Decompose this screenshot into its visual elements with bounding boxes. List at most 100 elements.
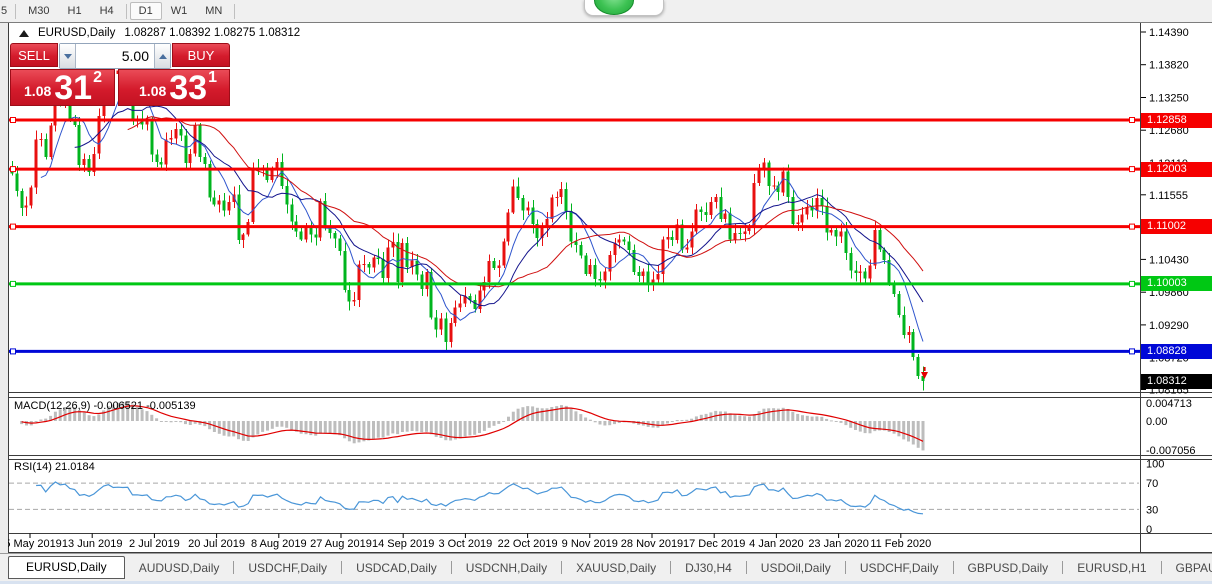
toolbar-divider xyxy=(125,3,127,19)
buy-price-prefix: 1.08 xyxy=(139,83,167,99)
price-line-label-1.12003[interactable]: 1.12003 xyxy=(1141,161,1212,177)
price-tick-label: 1.09290 xyxy=(1149,320,1189,332)
buy-price-big: 33 xyxy=(169,69,208,107)
buy-price-sup: 1 xyxy=(208,69,217,86)
date-tick-label: 2 Jul 2019 xyxy=(129,538,180,550)
rsi-label: RSI(14) 21.0184 xyxy=(14,461,95,473)
macd-name: MACD(12,26,9) xyxy=(14,400,91,412)
chart-tabs: EURUSD,Daily AUDUSD,Daily USDCHF,Daily USDC… xyxy=(0,554,1212,581)
macd-values: -0.006521 -0.005139 xyxy=(93,400,196,412)
timeframe-button-5[interactable]: 5 xyxy=(1,5,8,17)
hline-handle[interactable] xyxy=(10,280,16,287)
sell-price-sup: 2 xyxy=(93,69,102,86)
tab-separator xyxy=(670,561,672,574)
volume-decrease-button[interactable] xyxy=(60,44,76,68)
timeframe-button-W1[interactable]: W1 xyxy=(170,5,188,17)
ma-line-14 xyxy=(74,105,924,307)
ma-line-25 xyxy=(127,116,924,288)
date-tick-label: 25 May 2019 xyxy=(0,538,62,550)
date-tick-label: 14 Sep 2019 xyxy=(372,538,434,550)
tab-separator xyxy=(952,561,954,574)
tab-GBPAUD,H1[interactable]: GBPAUD,H1 xyxy=(1175,560,1212,575)
tab-AUDUSD,Daily[interactable]: AUDUSD,Daily xyxy=(138,560,220,575)
price-line-label-1.11002[interactable]: 1.11002 xyxy=(1141,219,1212,235)
tab-DJ30,H4[interactable]: DJ30,H4 xyxy=(685,560,732,575)
date-tick-label: 22 Oct 2019 xyxy=(498,538,558,550)
hline-handle[interactable] xyxy=(10,117,16,123)
timeframe-buttons: 5 M30 H1 H4 D1 W1 MN xyxy=(0,2,238,20)
tab-separator xyxy=(233,561,235,574)
timeframe-button-H1[interactable]: H1 xyxy=(67,5,82,17)
toolbar-divider xyxy=(15,3,17,19)
trade-panel-top-row: SELL BUY xyxy=(10,43,230,69)
buy-price-tile[interactable]: 1.08 33 1 xyxy=(118,69,230,106)
candles-layer xyxy=(10,50,925,391)
date-tick-label: 8 Aug 2019 xyxy=(251,538,307,550)
tab-XAUUSD,Daily[interactable]: XAUUSD,Daily xyxy=(576,560,657,575)
chevron-down-icon xyxy=(63,53,72,59)
hline-handle[interactable] xyxy=(10,348,16,355)
macd-layer xyxy=(20,401,925,451)
rsi-tick-label: 70 xyxy=(1146,478,1158,490)
tab-USDOil,Daily[interactable]: USDOil,Daily xyxy=(760,560,831,575)
price-tick-label: 1.13250 xyxy=(1149,93,1189,105)
ma-line-7 xyxy=(40,75,924,342)
sell-price-prefix: 1.08 xyxy=(24,83,52,99)
record-indicator-icon xyxy=(594,0,634,15)
hline-handle[interactable] xyxy=(10,223,16,230)
sell-arrow-icon xyxy=(921,372,928,379)
timeframe-button-H4[interactable]: H4 xyxy=(99,5,114,17)
tab-EURUSD,Daily[interactable]: EURUSD,Daily xyxy=(8,556,125,579)
chart-title-row: EURUSD,Daily 1.08287 1.08392 1.08275 1.0… xyxy=(19,27,300,39)
volume-spinner xyxy=(59,43,171,69)
sell-button[interactable]: SELL xyxy=(10,43,58,67)
tab-separator xyxy=(1160,561,1162,574)
tab-GBPUSD,Daily[interactable]: GBPUSD,Daily xyxy=(967,560,1049,575)
macd-tick-label: -0.007056 xyxy=(1146,445,1196,457)
tab-USDCHF,Daily[interactable]: USDCHF,Daily xyxy=(859,560,939,575)
hline-handle[interactable] xyxy=(1129,117,1135,123)
hline-handle[interactable] xyxy=(10,166,16,173)
hline-handle[interactable] xyxy=(1129,348,1135,355)
rsi-value: 21.0184 xyxy=(54,461,95,473)
volume-increase-button[interactable] xyxy=(154,44,170,68)
timeframe-button-MN[interactable]: MN xyxy=(205,5,223,17)
tab-EURUSD,H1[interactable]: EURUSD,H1 xyxy=(1077,560,1147,575)
price-line-label-1.08828[interactable]: 1.08828 xyxy=(1141,343,1212,359)
chart-ohlc-values: 1.08287 1.08392 1.08275 1.08312 xyxy=(124,27,301,39)
date-tick-label: 4 Jan 2020 xyxy=(749,538,803,550)
date-tick-label: 28 Nov 2019 xyxy=(621,538,683,550)
date-tick-label: 20 Jul 2019 xyxy=(188,538,245,550)
tab-separator xyxy=(1062,561,1064,574)
hline-handle[interactable] xyxy=(1129,280,1135,287)
timeframe-button-M30[interactable]: M30 xyxy=(28,5,50,17)
rsi-tick-label: 0 xyxy=(1146,524,1152,536)
date-tick-label: 3 Oct 2019 xyxy=(438,538,492,550)
price-line-label-1.10003[interactable]: 1.10003 xyxy=(1141,276,1212,292)
date-tick-label: 13 Jun 2019 xyxy=(62,538,123,550)
chart-tab-bar: EURUSD,Daily AUDUSD,Daily USDCHF,Daily USDC… xyxy=(0,553,1212,581)
date-tick-label: 27 Aug 2019 xyxy=(310,538,372,550)
rsi-layer xyxy=(9,481,1139,515)
tab-USDCHF,Daily[interactable]: USDCHF,Daily xyxy=(248,560,328,575)
volume-input[interactable] xyxy=(76,44,154,68)
symbol-marker-icon xyxy=(19,29,29,37)
timeframe-button-D1[interactable]: D1 xyxy=(129,2,162,20)
price-line-label-1.12858[interactable]: 1.12858 xyxy=(1141,112,1212,128)
hline-handle[interactable] xyxy=(1129,166,1135,173)
date-tick-label: 11 Feb 2020 xyxy=(870,538,931,550)
macd-tick-label: 0.00 xyxy=(1146,416,1167,428)
time-axis[interactable]: 25 May 2019 13 Jun 2019 2 Jul 2019 20 Jul 2… xyxy=(0,533,931,551)
buy-button[interactable]: BUY xyxy=(172,43,230,67)
date-tick-label: 17 Dec 2019 xyxy=(683,538,745,550)
price-tick-label: 1.11555 xyxy=(1149,190,1188,202)
window-left-edge xyxy=(0,22,8,580)
sell-price-tile[interactable]: 1.08 31 2 xyxy=(10,69,115,106)
tab-USDCAD,Daily[interactable]: USDCAD,Daily xyxy=(356,560,437,575)
hline-handle[interactable] xyxy=(1129,223,1135,230)
screen-overlay-pill xyxy=(584,0,664,16)
chart-symbol-label: EURUSD,Daily xyxy=(38,27,116,39)
tab-USDCNH,Daily[interactable]: USDCNH,Daily xyxy=(465,560,548,575)
